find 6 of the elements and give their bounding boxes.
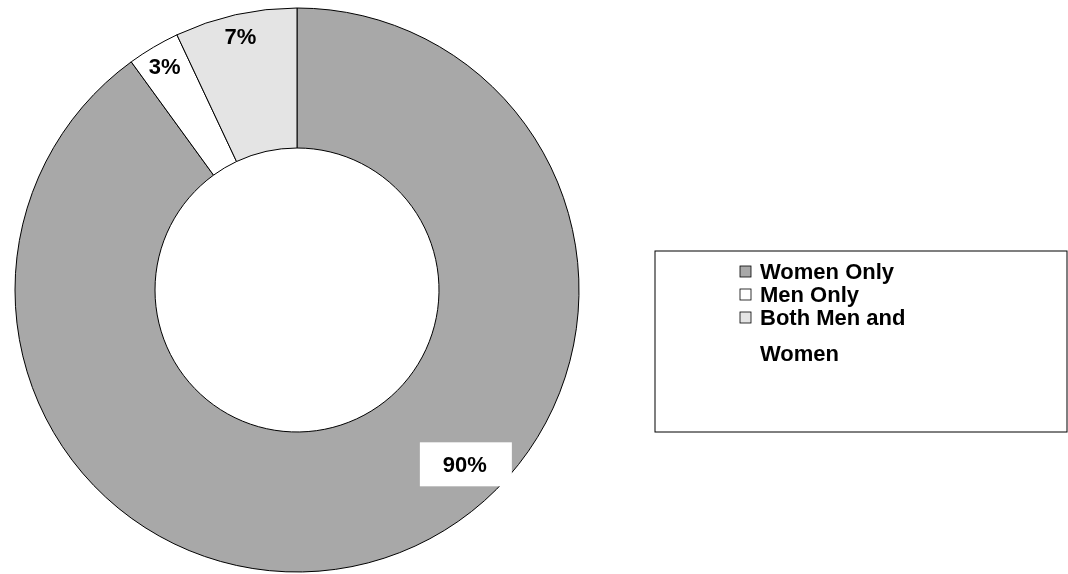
donut-slice (14, 7, 580, 573)
data-label: 90% (442, 451, 487, 477)
legend-label: Women Only (760, 258, 895, 284)
data-label: 7% (224, 23, 257, 49)
legend-label: Men Only (760, 281, 860, 307)
data-label: 3% (148, 53, 181, 79)
